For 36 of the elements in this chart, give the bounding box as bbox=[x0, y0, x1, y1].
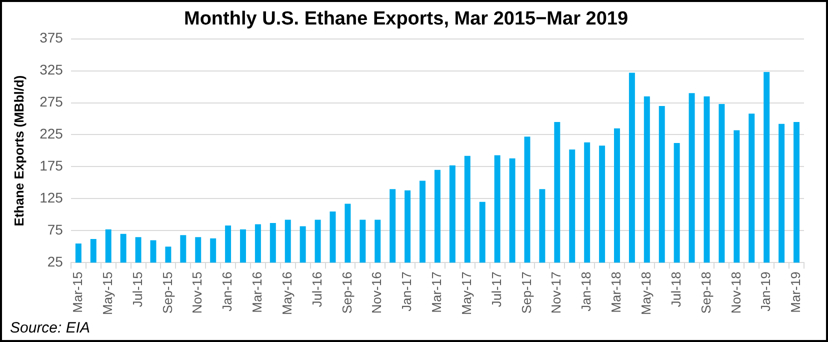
x-tick-label: Nov-15 bbox=[190, 272, 205, 314]
x-tick-label: May-15 bbox=[100, 272, 115, 316]
x-tick-label: Nov-17 bbox=[548, 272, 564, 314]
y-tick-label: 25 bbox=[47, 254, 64, 270]
x-tick-label: Mar-15 bbox=[70, 272, 86, 313]
x-tick-label: Jan-17 bbox=[399, 272, 414, 312]
x-tick-label: May-17 bbox=[458, 272, 474, 316]
x-tick-label: Sep-18 bbox=[698, 272, 714, 314]
y-tick-label: 325 bbox=[40, 62, 64, 78]
y-tick-label: 275 bbox=[40, 94, 64, 110]
x-tick-label: Jul-15 bbox=[130, 272, 145, 308]
x-tick-label: Nov-16 bbox=[369, 272, 384, 314]
x-tick-label: Jul-16 bbox=[309, 272, 324, 308]
chart-title: Monthly U.S. Ethane Exports, Mar 2015−Mar 2019 bbox=[184, 8, 628, 30]
x-tick-label: Jan-18 bbox=[578, 272, 594, 312]
y-axis-title: Ethane Exports (MBbl/d) bbox=[11, 75, 26, 226]
y-tick-label: 125 bbox=[40, 190, 64, 206]
x-tick-label: Mar-16 bbox=[250, 272, 265, 313]
x-tick-label: Jan-16 bbox=[220, 272, 235, 312]
x-tick-label: Sep-15 bbox=[160, 272, 175, 314]
y-tick-label: 175 bbox=[40, 158, 64, 174]
x-tick-label: Jul-17 bbox=[488, 272, 504, 308]
x-tick-label: Nov-18 bbox=[728, 272, 744, 314]
x-tick-label: Mar-17 bbox=[429, 272, 444, 313]
y-tick-label: 75 bbox=[47, 222, 64, 238]
x-tick-label: Sep-17 bbox=[518, 272, 534, 314]
x-tick-label: Mar-19 bbox=[788, 272, 804, 313]
x-tick-label: Sep-16 bbox=[339, 272, 354, 314]
source-note: Source: EIA bbox=[10, 320, 90, 337]
x-tick-label: Jul-18 bbox=[668, 272, 684, 308]
y-tick-label: 375 bbox=[40, 30, 64, 46]
x-tick-label: Jan-19 bbox=[758, 272, 774, 312]
x-tick-label: May-16 bbox=[279, 272, 294, 316]
x-tick-label: Mar-18 bbox=[608, 272, 624, 313]
x-tick-label: May-18 bbox=[638, 272, 654, 316]
y-tick-label: 225 bbox=[40, 126, 64, 142]
